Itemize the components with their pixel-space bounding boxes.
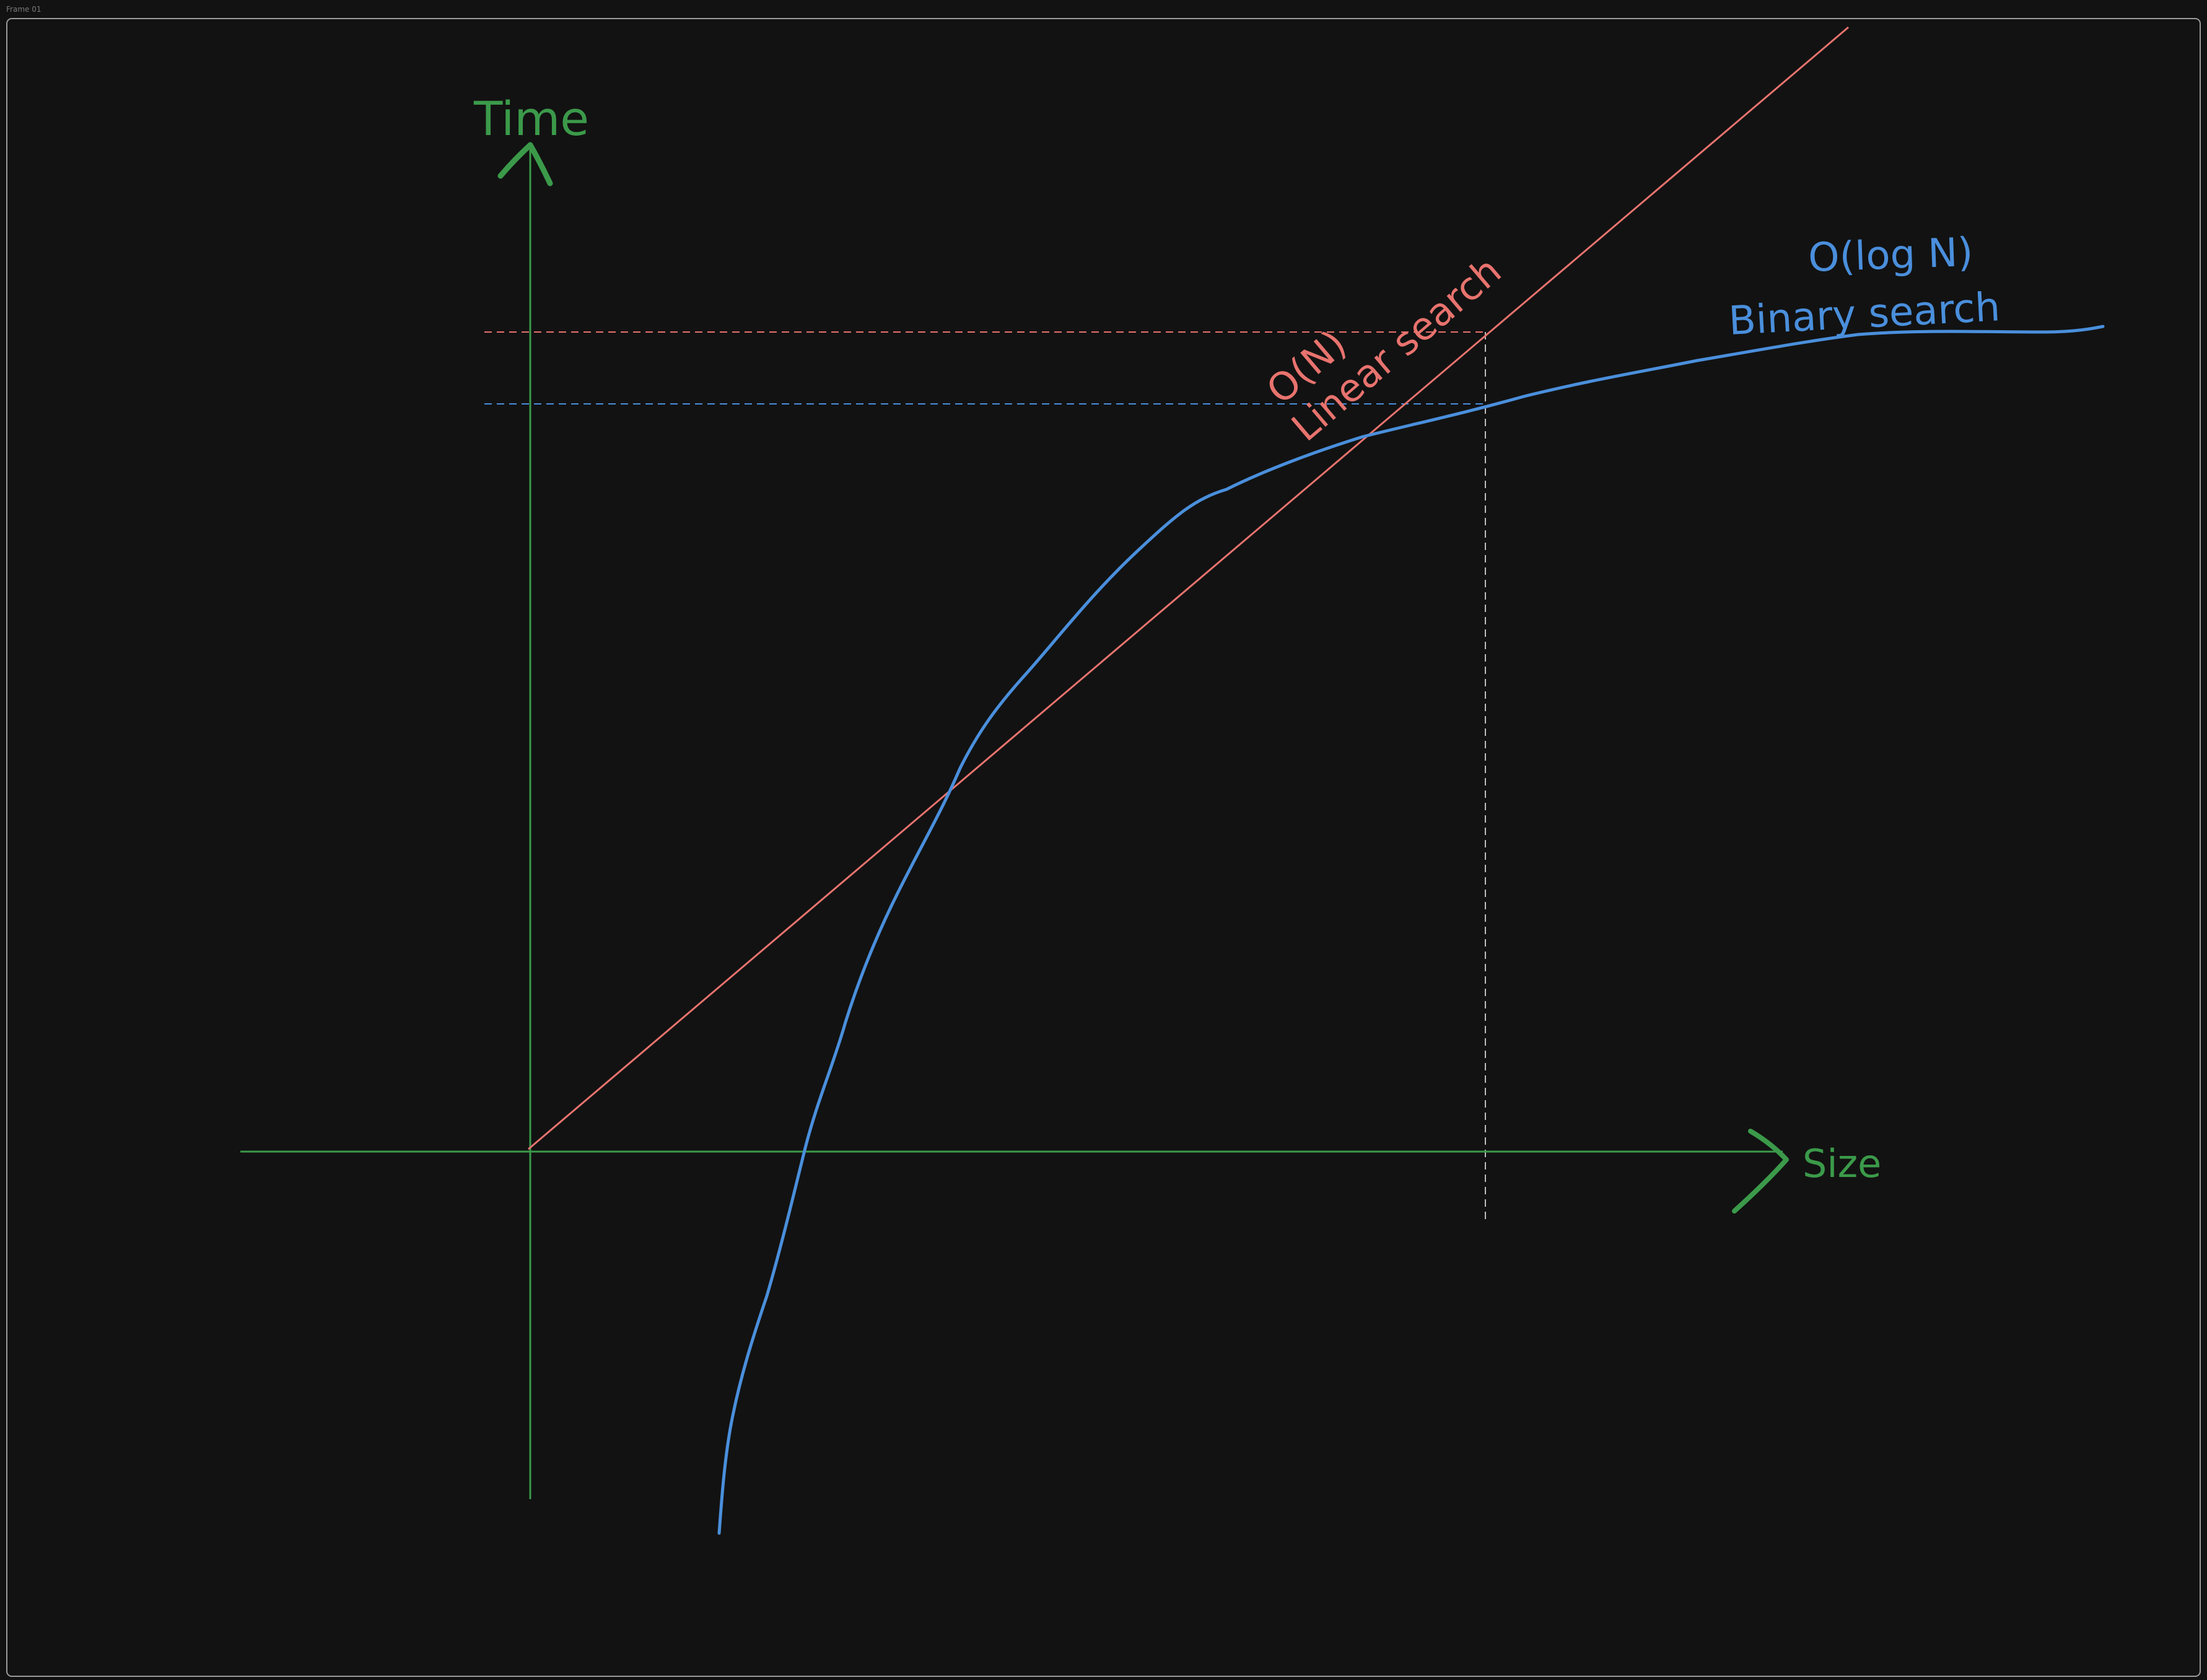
frame-border [6, 18, 2201, 1677]
binary-curve [717, 325, 2105, 1535]
x-axis-arrowhead [1732, 1129, 1789, 1214]
x-axis-label: Size [1803, 1141, 1881, 1186]
frame-label: Frame 01 [6, 5, 42, 14]
binary-name-label: Binary search [1728, 284, 2001, 344]
binary-big-o-label: O(log N) [1807, 230, 1974, 281]
y-axis-arrowhead [497, 142, 553, 186]
y-axis-label: Time [473, 91, 589, 146]
linear-curve [528, 26, 1849, 1150]
